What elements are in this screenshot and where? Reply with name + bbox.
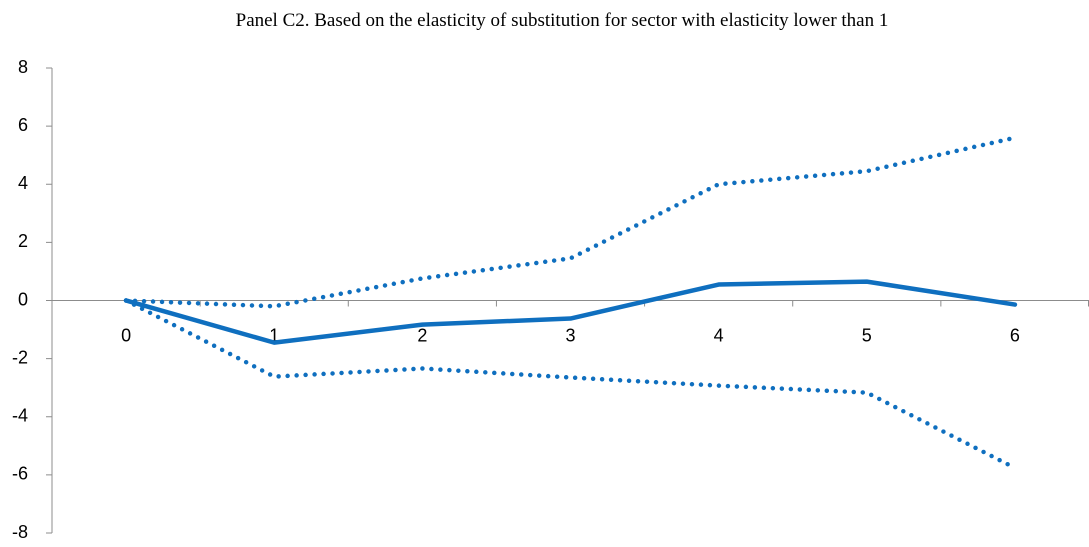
chart-title: Panel C2. Based on the elasticity of sub… <box>236 10 889 31</box>
x-tick-label: 6 <box>1010 325 1020 345</box>
x-tick-label: 2 <box>417 325 427 345</box>
y-tick-label: -4 <box>12 406 28 426</box>
y-tick-label: 2 <box>18 231 28 251</box>
y-tick-label: 4 <box>18 173 28 193</box>
x-tick-label: 5 <box>862 325 872 345</box>
series-line <box>123 135 1018 309</box>
y-tick-label: -8 <box>12 522 28 542</box>
y-tick-label: 6 <box>18 115 28 135</box>
series-line <box>123 279 1018 345</box>
x-tick-label: 3 <box>565 325 575 345</box>
x-tick-label: 4 <box>714 325 724 345</box>
x-tick-label: 1 <box>269 325 279 345</box>
y-tick-label: 8 <box>18 57 28 77</box>
y-tick-label: -2 <box>12 347 28 367</box>
y-tick-label: -6 <box>12 464 28 484</box>
y-tick-label: 0 <box>18 289 28 309</box>
x-tick-label: 0 <box>121 325 131 345</box>
